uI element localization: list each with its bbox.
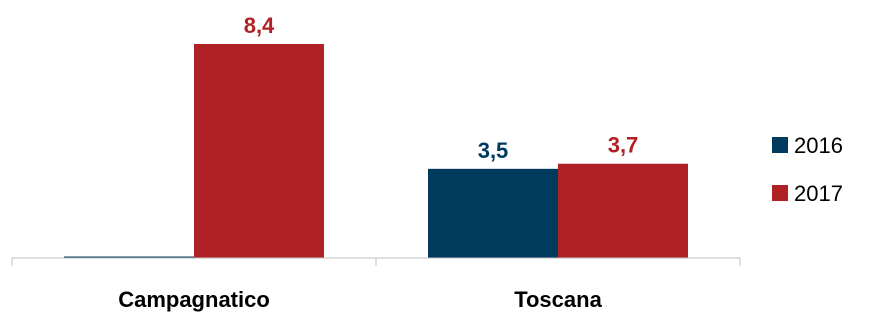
plot-area: 8,4 3,5 3,7 — [64, 13, 688, 258]
x-axis: Campagnatico Toscana — [11, 257, 741, 312]
legend-label-2016: 2016 — [794, 133, 843, 158]
bar-2017-toscana — [558, 163, 688, 258]
legend-swatch-2016 — [772, 137, 788, 153]
legend: 2016 2017 — [772, 133, 843, 206]
data-label-2017-campagnatico: 8,4 — [244, 13, 275, 38]
data-label-2017-toscana: 3,7 — [608, 133, 639, 158]
bar-2016-toscana — [428, 168, 558, 258]
legend-swatch-2017 — [772, 185, 788, 201]
category-label-toscana: Toscana — [514, 287, 602, 312]
data-label-2016-toscana: 3,5 — [478, 138, 509, 163]
category-label-campagnatico: Campagnatico — [118, 287, 270, 312]
bar-2016-campagnatico — [64, 256, 194, 258]
legend-label-2017: 2017 — [794, 181, 843, 206]
bar-2017-campagnatico — [194, 44, 324, 258]
